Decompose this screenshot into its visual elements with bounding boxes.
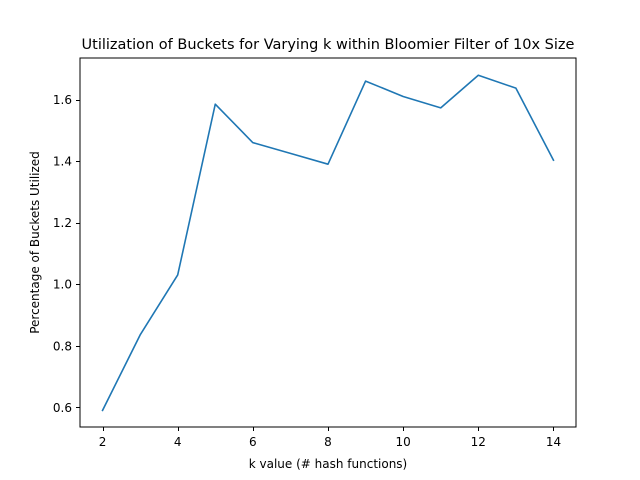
series-layer	[101, 74, 555, 412]
y-tick-label: 0.8	[53, 339, 72, 353]
x-tick-label: 14	[546, 435, 561, 449]
y-tick-label: 1.6	[53, 93, 72, 107]
y-tick-label: 0.6	[53, 401, 72, 415]
y-tick-label: 1.2	[53, 216, 72, 230]
y-axis-ticks: 0.6 0.8 1.0 1.2 1.4 1.6	[53, 93, 80, 415]
plot-area	[79, 57, 577, 428]
series-line	[101, 74, 555, 412]
x-axis-ticks: 2 4 6 8 10 12 14	[99, 427, 561, 449]
x-tick-label: 4	[174, 435, 182, 449]
x-axis-label: k value (# hash functions)	[249, 457, 408, 471]
y-tick-label: 1.4	[53, 155, 72, 169]
x-tick-label: 2	[99, 435, 107, 449]
x-tick-label: 10	[396, 435, 411, 449]
y-tick-label: 1.0	[53, 278, 72, 292]
x-tick-label: 8	[324, 435, 332, 449]
axes-frame	[79, 57, 577, 428]
y-axis-label: Percentage of Buckets Utilized	[28, 151, 42, 334]
x-tick-label: 6	[249, 435, 257, 449]
chart-title: Utilization of Buckets for Varying k wit…	[82, 37, 575, 53]
x-tick-label: 12	[471, 435, 486, 449]
